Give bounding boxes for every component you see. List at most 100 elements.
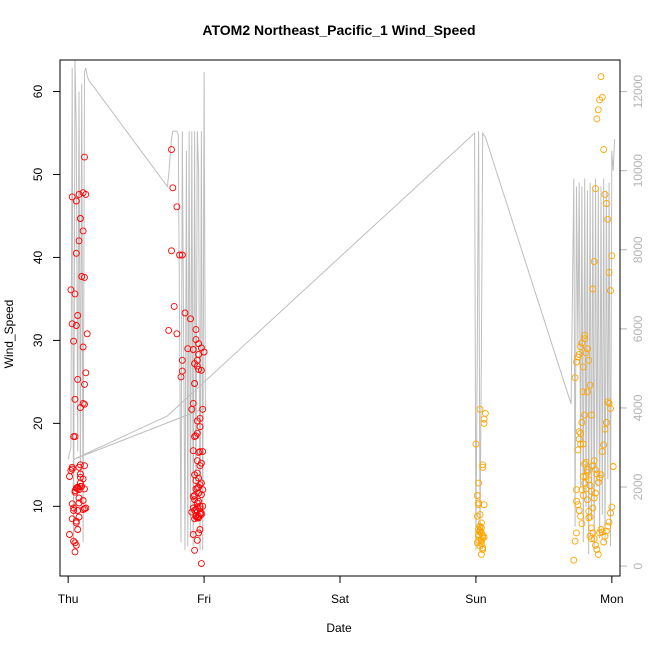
data-point-red <box>81 153 88 161</box>
data-point-red <box>81 380 88 388</box>
data-point-orange <box>588 487 595 495</box>
data-point-red <box>195 351 203 358</box>
data-point-red <box>81 505 88 513</box>
data-point-red <box>177 373 185 381</box>
data-point-orange <box>581 460 589 468</box>
data-point-orange <box>585 356 593 364</box>
data-point-red <box>197 366 205 374</box>
data-point-orange <box>579 492 587 499</box>
data-point-red <box>68 320 76 328</box>
data-point-red <box>196 448 204 456</box>
data-point-red <box>76 404 84 412</box>
data-point-red <box>81 400 88 408</box>
data-point-orange <box>570 556 578 564</box>
data-point-red <box>78 273 86 280</box>
data-point-orange <box>579 440 587 448</box>
data-point-red <box>71 395 79 403</box>
data-point-red <box>75 494 83 502</box>
data-point-red <box>72 322 80 329</box>
data-point-orange <box>477 537 485 545</box>
data-point-orange <box>583 345 591 353</box>
data-point-orange <box>601 532 609 540</box>
data-point-red <box>83 330 91 338</box>
data-point-red <box>192 512 200 520</box>
data-point-red <box>199 448 207 456</box>
data-point-orange <box>602 200 610 207</box>
data-point-red <box>193 536 201 544</box>
data-point-orange <box>472 440 480 448</box>
data-point-red <box>197 479 205 487</box>
data-point-red <box>197 560 205 568</box>
data-point-orange <box>598 448 606 456</box>
data-point-orange <box>575 428 583 436</box>
data-point-orange <box>608 503 616 511</box>
data-point-red <box>199 502 207 510</box>
data-point-orange <box>600 146 608 154</box>
data-point-red <box>178 356 186 364</box>
data-point-orange <box>607 404 614 412</box>
data-point-orange <box>480 501 488 509</box>
data-point-red <box>71 548 79 556</box>
data-point-red <box>82 369 90 377</box>
data-point-orange <box>594 550 602 558</box>
data-point-red <box>66 531 73 538</box>
data-point-red <box>169 184 177 192</box>
data-point-red <box>170 302 178 310</box>
data-point-orange <box>600 441 608 449</box>
data-point-red <box>79 506 87 514</box>
data-point-orange <box>592 541 599 549</box>
data-point-red <box>71 290 79 298</box>
data-point-red <box>189 346 197 353</box>
data-point-red <box>197 459 205 467</box>
data-point-orange <box>573 529 580 537</box>
data-point-orange <box>583 468 591 476</box>
data-point-red <box>197 491 205 499</box>
y2-tick-label: 12000 <box>631 75 645 109</box>
y2-tick-label: 10000 <box>631 154 645 188</box>
data-point-red <box>178 251 186 259</box>
data-point-orange <box>573 358 580 366</box>
data-point-orange <box>605 518 613 526</box>
data-point-orange <box>604 522 612 530</box>
data-point-red <box>70 507 78 514</box>
data-point-red <box>168 146 175 154</box>
data-point-orange <box>594 478 602 486</box>
y2-tick-label: 8000 <box>631 236 645 263</box>
data-point-red <box>173 330 181 338</box>
data-point-red <box>176 251 184 259</box>
x-axis-label: Date <box>326 621 352 635</box>
data-point-red <box>196 526 204 533</box>
data-point-red <box>189 399 197 407</box>
y-axis-label: Wind_Speed <box>2 300 16 369</box>
data-point-red <box>195 497 203 505</box>
data-point-red <box>191 546 199 554</box>
data-point-red <box>199 405 207 413</box>
data-point-red <box>74 375 82 383</box>
y2-tick-label: 2000 <box>631 473 645 500</box>
data-point-red <box>189 492 197 500</box>
data-point-red <box>196 423 204 431</box>
data-point-red <box>75 513 83 521</box>
data-point-red <box>184 345 192 353</box>
data-point-orange <box>473 539 481 547</box>
data-point-orange <box>479 534 487 542</box>
data-point-orange <box>607 287 614 295</box>
data-point-red <box>70 504 78 512</box>
data-point-orange <box>578 339 586 347</box>
data-point-red <box>75 463 83 471</box>
data-point-orange <box>593 546 601 553</box>
data-point-orange <box>475 501 483 509</box>
data-point-orange <box>583 388 591 396</box>
data-point-red <box>68 465 76 473</box>
data-point-orange <box>476 526 484 534</box>
data-point-orange <box>592 185 599 193</box>
series-line <box>67 59 616 555</box>
data-point-orange <box>577 429 585 437</box>
data-point-red <box>70 337 78 345</box>
data-point-orange <box>589 504 597 512</box>
data-point-orange <box>581 331 589 339</box>
data-point-red <box>192 485 200 493</box>
data-point-orange <box>481 409 489 417</box>
data-point-red <box>82 190 90 198</box>
